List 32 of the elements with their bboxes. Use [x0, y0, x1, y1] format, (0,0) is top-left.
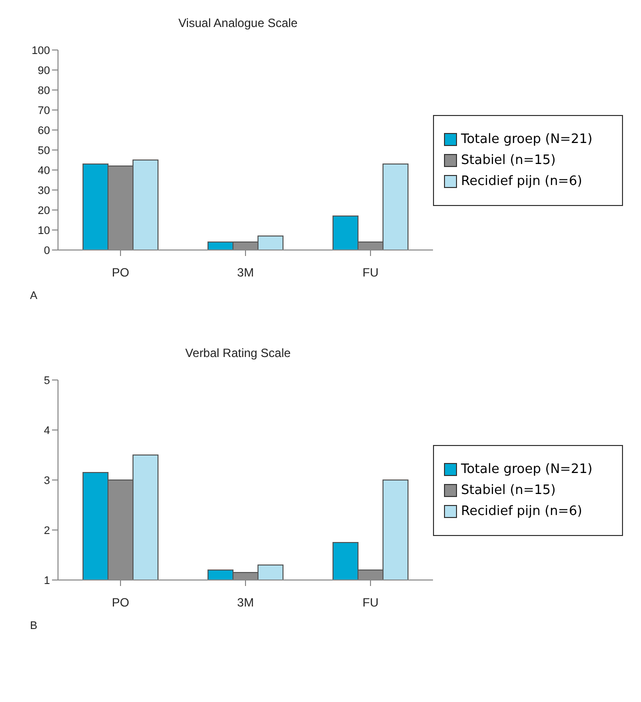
legend-label: Recidief pijn (n=6) [461, 174, 582, 188]
legend-label: Totale groep (N=21) [461, 462, 592, 476]
y-tick-label: 2 [44, 524, 50, 537]
y-tick-label: 4 [44, 424, 50, 437]
y-tick-label: 20 [38, 204, 50, 217]
y-tick-label: 70 [38, 104, 50, 117]
y-tick-label: 60 [38, 124, 50, 137]
x-tick-label: 3M [237, 266, 254, 280]
x-tick-label: PO [112, 266, 130, 280]
y-tick-label: 5 [44, 374, 50, 387]
y-tick-label: 0 [44, 244, 50, 257]
legend-label: Stabiel (n=15) [461, 152, 556, 168]
y-tick-label: 30 [38, 184, 50, 197]
chart-title: Verbal Rating Scale [184, 345, 292, 360]
legend-label: Stabiel (n=15) [461, 482, 556, 498]
x-tick-label: FU [362, 596, 378, 610]
y-tick-label: 90 [38, 64, 50, 77]
y-tick-label: 3 [44, 474, 50, 487]
chart-title: Visual Analogue Scale [177, 15, 299, 30]
y-tick-label: 10 [38, 224, 50, 237]
x-tick-label: FU [362, 266, 378, 280]
x-tick-label: PO [112, 596, 130, 610]
y-tick-label: 50 [38, 144, 50, 157]
y-tick-label: 100 [32, 44, 50, 57]
text: B [30, 620, 38, 632]
x-tick-label: 3M [237, 596, 254, 610]
legend-label: Totale groep (N=21) [461, 132, 592, 146]
y-tick-label: 40 [38, 164, 50, 177]
y-tick-label: 80 [38, 84, 50, 97]
legend-label: Recidief pijn (n=6) [461, 504, 582, 518]
text: A [30, 290, 38, 302]
y-tick-label: 1 [44, 574, 50, 587]
